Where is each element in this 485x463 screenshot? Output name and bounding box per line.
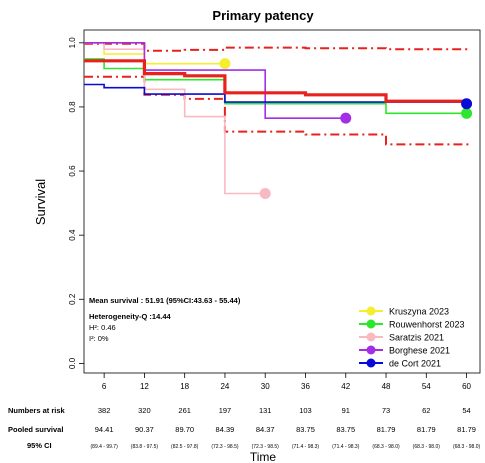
- study-curve-1: [84, 58, 467, 115]
- x-tick-label-3: 24: [220, 382, 229, 391]
- ci-cell-5: (71.4 - 98.3): [292, 444, 320, 450]
- legend-label-0: Kruszyna 2023: [389, 307, 449, 317]
- study-end-marker-4: [461, 98, 473, 110]
- numbers-at-risk-cell-1: 320: [138, 406, 151, 415]
- y-axis: 0.0 0.2 0.4 0.6 0.8 1.0: [68, 37, 84, 369]
- study-curve-2: [84, 42, 266, 195]
- x-tick-label-6: 42: [341, 382, 350, 391]
- x-tick-label-4: 30: [261, 382, 270, 391]
- pooled-survival-cell-0: 94.41: [95, 425, 114, 434]
- legend-swatch-dot-2: [366, 332, 376, 342]
- ci-cell-7: (68.3 - 98.0): [372, 444, 400, 450]
- study-end-marker-3: [340, 112, 352, 124]
- chart-title: Primary patency: [212, 8, 314, 23]
- pooled-survival-cell-7: 81.79: [377, 425, 396, 434]
- numbers-at-risk-cell-0: 382: [98, 406, 111, 415]
- x-axis: 6 12 18 24 30 36 42 48 54 60: [102, 373, 472, 391]
- pooled-survival-cell-9: 81.79: [457, 425, 476, 434]
- ci-cell-1: (83.8 - 97.5): [131, 444, 159, 450]
- pooled-survival-cell-5: 83.75: [296, 425, 315, 434]
- ci-cell-8: (68.3 - 98.0): [413, 444, 441, 450]
- numbers-at-risk-cell-9: 54: [462, 406, 470, 415]
- y-tick-label-1: 0.2: [68, 293, 77, 305]
- h2-text: H²: 0.46: [89, 323, 116, 332]
- study-curve-4: [84, 83, 467, 103]
- ci-cell-3: (72.3 - 98.5): [211, 444, 239, 450]
- ci-row-label: 95% CI: [27, 441, 52, 450]
- y-tick-label-5: 1.0: [68, 37, 77, 49]
- x-axis-label: Time: [250, 450, 277, 463]
- study-end-marker-0: [219, 58, 231, 70]
- pooled-survival-cell-8: 81.79: [417, 425, 436, 434]
- numbers-at-risk-cell-2: 261: [178, 406, 191, 415]
- ci-cell-2: (82.5 - 97.8): [171, 444, 199, 450]
- x-tick-label-1: 12: [140, 382, 149, 391]
- heterogeneity-text: Heterogeneity-Q :14.44: [89, 312, 172, 321]
- ci-cell-6: (71.4 - 98.3): [332, 444, 360, 450]
- numbers-at-risk-cell-8: 62: [422, 406, 430, 415]
- legend-swatch-dot-1: [366, 319, 376, 329]
- study-curve-3: [84, 42, 346, 119]
- legend-label-2: Saratzis 2021: [389, 333, 444, 343]
- x-tick-label-5: 36: [301, 382, 310, 391]
- numbers-at-risk-cell-4: 131: [259, 406, 272, 415]
- x-tick-label-2: 18: [180, 382, 189, 391]
- legend-swatch-dot-0: [366, 306, 376, 316]
- y-tick-label-2: 0.4: [68, 229, 77, 241]
- ci-cell-9: (68.3 - 98.0): [453, 444, 481, 450]
- numbers-at-risk-label: Numbers at risk: [8, 406, 66, 415]
- numbers-at-risk-cell-3: 197: [219, 406, 232, 415]
- y-tick-label-0: 0.0: [68, 357, 77, 369]
- y-tick-label-4: 0.8: [68, 101, 77, 113]
- pooled-ci-lower: [84, 75, 470, 146]
- ci-cell-0: (89.4 - 99.7): [91, 444, 119, 450]
- study-end-marker-2: [259, 187, 271, 199]
- stats-block: Mean survival : 51.91 (95%CI:43.63 - 55.…: [89, 296, 241, 343]
- legend-swatch-dot-4: [366, 358, 376, 368]
- legend-label-3: Borghese 2021: [389, 346, 450, 356]
- legend-swatch-dot-3: [366, 345, 376, 355]
- legend: Kruszyna 2023 Rouwenhorst 2023 Saratzis 20…: [355, 300, 475, 369]
- legend-label-1: Rouwenhorst 2023: [389, 320, 465, 330]
- ci-cell-4: (72.3 - 98.5): [252, 444, 280, 450]
- pooled-survival-cell-2: 89.70: [175, 425, 194, 434]
- pooled-survival-cell-3: 84.39: [216, 425, 235, 434]
- pooled-survival-cell-6: 83.75: [336, 425, 355, 434]
- y-axis-label: Survival: [33, 179, 48, 225]
- numbers-at-risk-cell-7: 73: [382, 406, 390, 415]
- i2-text: I²: 0%: [89, 334, 109, 343]
- pooled-survival-label: Pooled survival: [8, 425, 63, 434]
- plot-frame: [83, 29, 481, 374]
- pooled-survival-cell-4: 84.37: [256, 425, 275, 434]
- legend-label-4: de Cort 2021: [389, 359, 441, 369]
- numbers-at-risk-cell-6: 91: [342, 406, 350, 415]
- x-tick-label-0: 6: [102, 382, 107, 391]
- x-tick-label-9: 60: [462, 382, 471, 391]
- pooled-survival-cell-1: 90.37: [135, 425, 154, 434]
- x-tick-label-8: 54: [422, 382, 431, 391]
- study-end-markers: [219, 58, 473, 199]
- risk-table: Numbers at risk Pooled survival 95% CI 382 9…: [8, 406, 481, 450]
- x-tick-label-7: 48: [382, 382, 391, 391]
- pooled-curve: [84, 59, 467, 103]
- study-curves: [84, 42, 467, 195]
- study-end-marker-1: [461, 107, 473, 119]
- numbers-at-risk-cell-5: 103: [299, 406, 312, 415]
- mean-survival-text: Mean survival : 51.91 (95%CI:43.63 - 55.…: [89, 296, 241, 305]
- y-tick-label-3: 0.6: [68, 165, 77, 177]
- pooled-estimate-line: [84, 59, 467, 103]
